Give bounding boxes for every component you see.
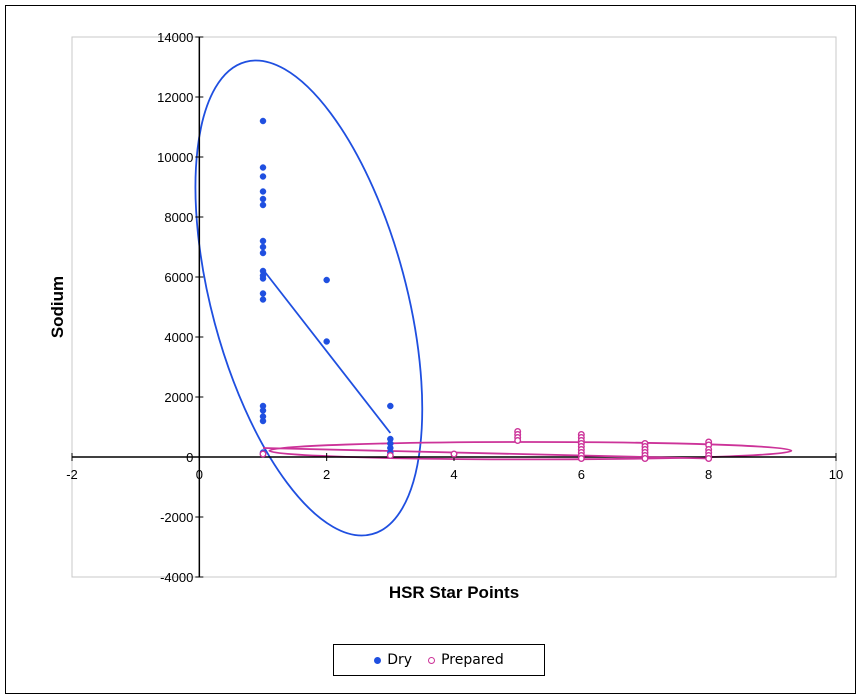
data-point-dry <box>323 338 330 345</box>
x-tick-label: 0 <box>196 467 203 482</box>
legend: Dry Prepared <box>333 644 545 676</box>
y-tick-label: 12000 <box>157 90 193 105</box>
plot-area <box>71 36 837 578</box>
x-tick-label: 10 <box>829 467 843 482</box>
y-tick-label: -2000 <box>160 510 193 525</box>
data-point-dry <box>259 407 267 414</box>
ellipse-dry <box>194 59 424 537</box>
data-point-prepared <box>386 452 394 460</box>
x-tick-label: 2 <box>323 467 330 482</box>
legend-label-dry: Dry <box>387 652 413 668</box>
trend-line-prepared <box>262 447 709 460</box>
data-point-dry <box>259 290 267 297</box>
x-tick-label: 6 <box>578 467 585 482</box>
trend-line-dry <box>262 268 392 434</box>
data-point-dry <box>323 276 330 284</box>
points-layer <box>259 117 713 463</box>
y-tick-label: 8000 <box>164 210 193 225</box>
ellipses-layer <box>194 59 793 537</box>
data-point-dry <box>259 243 267 251</box>
data-point-prepared <box>514 437 522 445</box>
data-point-dry <box>259 417 267 425</box>
y-tick-label: -4000 <box>160 570 193 585</box>
data-point-prepared <box>705 455 713 463</box>
data-point-prepared <box>450 450 458 458</box>
chart-frame <box>5 5 856 694</box>
legend-label-prepared: Prepared <box>441 652 504 668</box>
x-tick-label: -2 <box>66 467 78 482</box>
data-point-dry <box>259 188 267 195</box>
legend-marker-prepared <box>428 656 436 664</box>
y-tick-label: 0 <box>186 450 193 465</box>
x-axis-title: HSR Star Points <box>389 583 519 602</box>
data-point-dry <box>387 402 394 410</box>
data-point-dry <box>259 249 267 257</box>
y-tick-label: 14000 <box>157 30 193 45</box>
y-tick-label: 10000 <box>157 150 193 165</box>
data-point-dry <box>259 164 267 171</box>
legend-marker-dry <box>374 656 382 664</box>
data-point-prepared <box>259 450 267 458</box>
y-axis-title: Sodium <box>48 276 67 338</box>
data-point-dry <box>259 296 267 303</box>
data-point-prepared <box>577 455 585 463</box>
y-tick-label: 2000 <box>164 390 193 405</box>
x-tick-label: 8 <box>705 467 712 482</box>
axes-layer: -2 0 2 4 6 8 10 -4000 -2000 0 2000 4000 6000 8000 1000… <box>66 30 843 585</box>
legend-entry-dry: Dry <box>374 652 412 668</box>
data-point-dry <box>259 275 267 282</box>
data-point-dry <box>259 237 267 245</box>
data-point-dry <box>259 173 267 180</box>
data-point-dry <box>259 117 267 125</box>
data-point-prepared <box>641 455 649 463</box>
y-tick-label: 6000 <box>164 270 193 285</box>
legend-entry-prepared: Prepared <box>428 652 504 668</box>
data-point-dry <box>259 195 267 203</box>
ellipse-prepared <box>268 441 793 461</box>
trend-lines-layer <box>262 268 709 460</box>
data-point-dry <box>259 201 267 209</box>
x-tick-label: 4 <box>450 467 457 482</box>
y-tick-label: 4000 <box>164 330 193 345</box>
